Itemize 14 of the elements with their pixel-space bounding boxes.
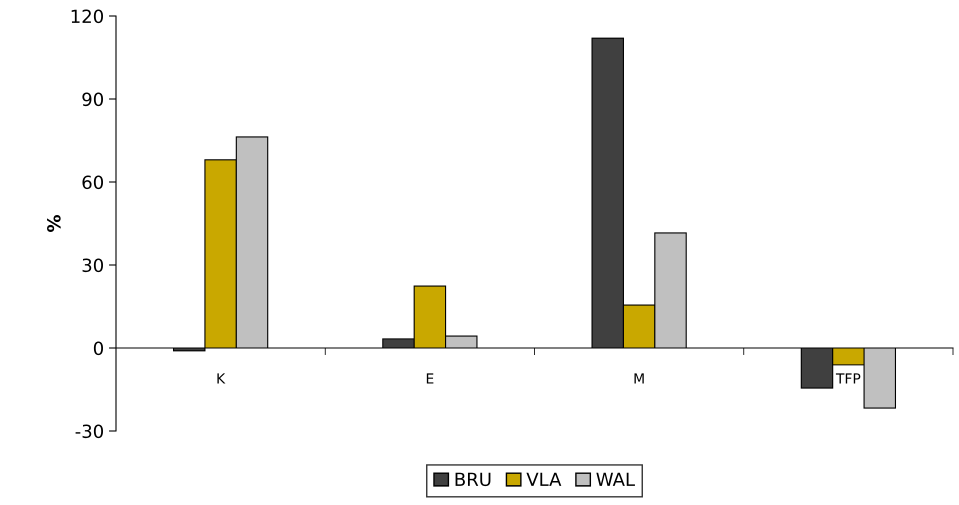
legend-label: WAL	[596, 472, 635, 486]
y-axis-title: %	[47, 215, 61, 232]
y-tick-label: 60	[82, 175, 103, 190]
y-tick-label: 90	[82, 92, 103, 106]
y-tick-label: 120	[72, 9, 103, 24]
y-tick-label: -30	[76, 424, 103, 438]
x-tick-label: E	[426, 373, 434, 384]
legend-label: BRU	[456, 472, 490, 486]
x-tick-label: TFP	[836, 373, 860, 384]
x-tick-label: M	[634, 373, 644, 384]
x-tick-label: K	[217, 373, 226, 384]
legend-label: VLA	[526, 472, 562, 486]
y-tick-label: 30	[82, 258, 103, 272]
y-tick-label: 0	[94, 341, 103, 356]
